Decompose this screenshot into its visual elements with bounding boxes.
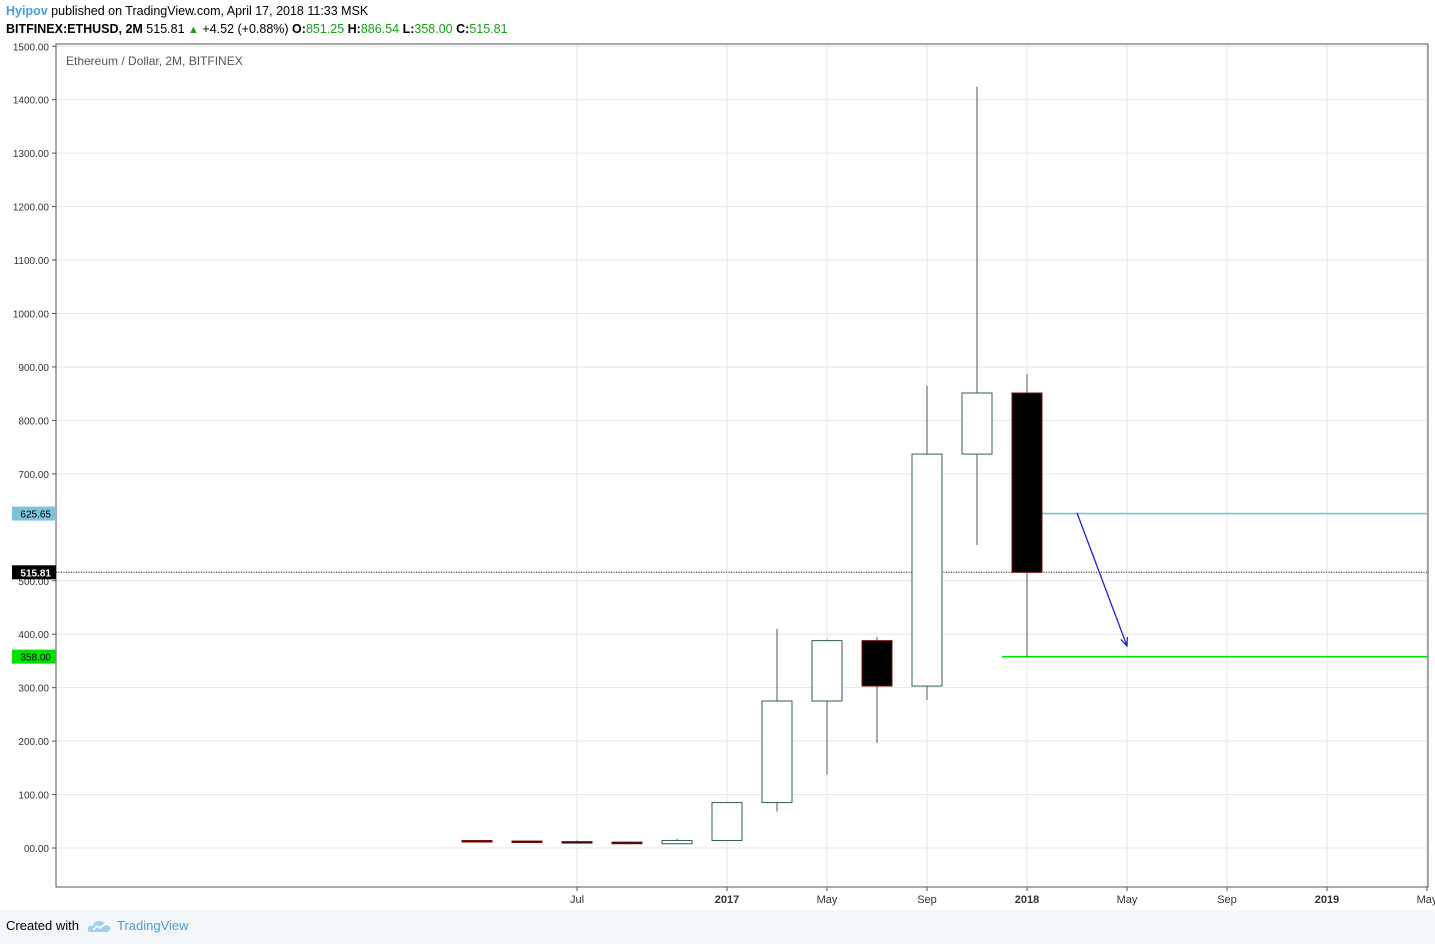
trend-arrow [1076,512,1129,648]
candle-body [861,640,893,687]
y-tick-label: 200.00 [18,737,49,748]
close-value: 515.81 [469,22,508,36]
x-tick-label: 2019 [1315,894,1339,906]
grid-lines [56,44,1428,887]
price-line-label-bg [12,649,56,664]
low-key: L: [402,22,415,36]
last-price: 515.81 [146,22,185,36]
y-tick-label: 500.00 [18,577,49,588]
price-line-label: 625.65 [20,510,51,521]
up-arrow-icon: ▲ [188,24,199,36]
candle-body [511,840,543,844]
candle-body [1011,392,1043,573]
candle-body [761,700,793,804]
arrow-shaft [1076,512,1128,647]
candle-body [711,802,743,842]
symbol-label: BITFINEX:ETHUSD, 2M [6,22,143,36]
y-tick-label: 700.00 [18,470,49,481]
ohlc-line: BITFINEX:ETHUSD, 2M 515.81 ▲ +4.52 (+0.8… [6,21,508,39]
chart-title: Ethereum / Dollar, 2M, BITFINEX [66,54,243,68]
y-tick-label: 1500.00 [13,42,50,53]
x-tick-label: 2018 [1015,894,1039,906]
footer-bar [0,910,1435,944]
y-tick-label: 100.00 [18,791,49,802]
change-value: +4.52 (+0.88%) [202,22,289,36]
publish-header: Hyipov published on TradingView.com, Apr… [6,3,368,20]
high-value: 886.54 [360,22,400,36]
y-tick-label: 1400.00 [13,96,50,107]
price-line-label: 358.00 [20,653,51,664]
candle-body [611,841,643,845]
close-key: C: [456,22,470,36]
y-tick-label: 900.00 [18,363,49,374]
high-key: H: [347,22,361,36]
footer: Created with TradingView [6,918,189,934]
tradingview-cloud-icon [87,921,110,932]
y-tick-label: 1000.00 [13,310,50,321]
y-tick-label: 1100.00 [14,256,50,267]
horizontal-lines [56,512,1428,658]
last-price-label: 515.81 [20,568,51,579]
x-tick-label: May [1417,894,1435,906]
candle-body [561,841,593,844]
created-with-text: Created with [6,918,79,933]
candle-body [911,453,943,687]
author-link[interactable]: Hyipov [6,4,48,18]
candles [461,86,1043,845]
tradingview-link[interactable]: TradingView [87,918,189,934]
y-tick-label: 1200.00 [13,203,50,214]
open-value: 851.25 [305,22,345,36]
brand-label: TradingView [116,918,189,933]
x-tick-label: May [817,894,838,906]
candle-body [461,840,493,843]
low-value: 358.00 [414,22,453,36]
y-tick-label: 800.00 [18,416,49,427]
x-tick-label: May [1117,894,1138,906]
y-tick-label: 1300.00 [13,149,50,160]
y-axis: 1500.00 1400.00 1300.00 1200.00 1100.00 1000.… [12,42,56,855]
plot-border [55,43,1429,888]
published-text: published on TradingView.com, April 17, … [51,4,369,18]
candle-body [811,640,843,702]
x-tick-label: Jul [570,894,584,906]
candle-body [961,392,993,455]
candle-body [661,840,693,845]
last-price-label-bg [12,565,56,580]
y-tick-label: 400.00 [18,630,49,641]
y-tick-label: 00.00 [24,844,49,855]
x-tick-label: Sep [917,894,937,906]
x-axis: Jul 2017 May Sep 2018 May Sep 2019 May [570,887,1435,906]
x-tick-label: Sep [1217,894,1237,906]
price-line-label-bg [12,506,56,521]
open-key: O: [292,22,306,36]
arrow-head [1120,636,1129,648]
x-tick-label: 2017 [715,894,739,906]
y-tick-label: 300.00 [18,684,49,695]
